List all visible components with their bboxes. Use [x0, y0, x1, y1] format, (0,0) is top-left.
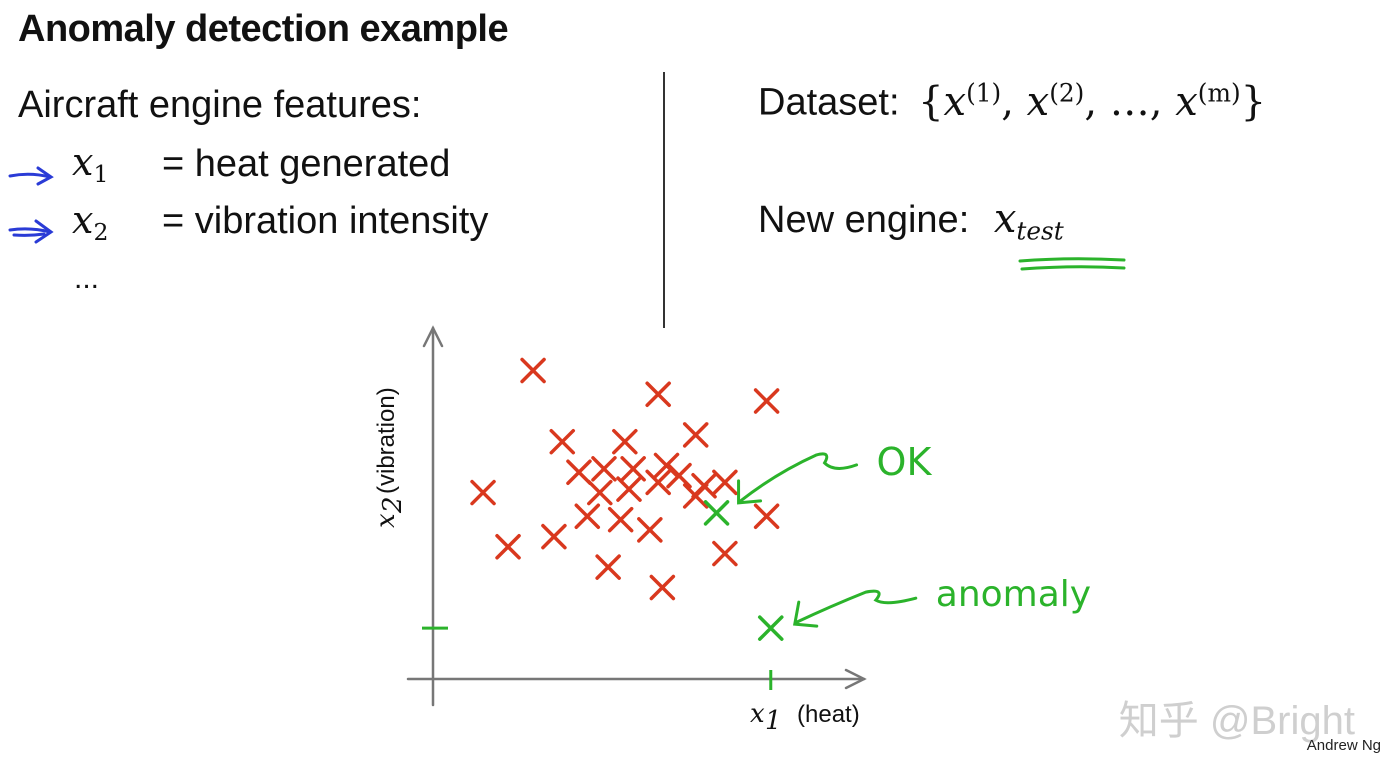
- dataset-term-2-sup: (2): [1049, 78, 1085, 107]
- data-point-normal: [753, 388, 780, 414]
- y-axis-label-text: (vibration): [373, 387, 400, 494]
- new-engine-line: New engine: xtest: [758, 196, 1064, 245]
- dataset-term-ellipsis: …: [1109, 78, 1150, 125]
- feature-2-var: x: [72, 198, 94, 242]
- data-point-normal: [753, 503, 780, 530]
- data-point-normal: [495, 534, 521, 560]
- data-point-normal: [470, 479, 496, 506]
- x-axis-label-var: x: [750, 699, 765, 729]
- data-point-normal: [645, 469, 671, 496]
- feature-item-1: x1: [72, 140, 108, 188]
- data-point-normal: [666, 462, 692, 489]
- y-axis-label-sub: 2: [378, 496, 408, 514]
- dataset-set: {x(1), x(2), …, x(m)}: [918, 78, 1267, 125]
- data-point-normal: [637, 517, 663, 543]
- dataset-close-brace: }: [1240, 78, 1267, 125]
- data-point-normal: [712, 469, 738, 496]
- data-point-normal: [595, 554, 621, 580]
- data-point-normal: [645, 381, 671, 407]
- annotation-anomaly-label: anomaly: [936, 574, 1091, 615]
- data-point-normal: [616, 476, 642, 502]
- data-point-normal: [541, 523, 567, 550]
- new-engine-x: x: [993, 196, 1017, 242]
- y-axis-arrowhead: [422, 325, 444, 348]
- dataset-term-1: x: [943, 78, 967, 125]
- chart-axes: [406, 325, 867, 707]
- feature-2-desc: = vibration intensity: [162, 200, 489, 242]
- data-point-test: [758, 615, 784, 641]
- author-credit: Andrew Ng: [1306, 737, 1381, 754]
- dataset-open-brace: {: [918, 78, 944, 125]
- features-ellipsis: ...: [74, 262, 100, 295]
- data-point-normal: [587, 479, 613, 506]
- dataset-term-m: x: [1175, 78, 1198, 125]
- annotation-arrow-anomaly: [793, 589, 918, 628]
- data-point-normal: [620, 456, 646, 482]
- dataset-line: Dataset: {x(1), x(2), …, x(m)}: [758, 78, 1266, 125]
- data-point-normal: [591, 456, 617, 482]
- data-point-normal: [649, 574, 676, 601]
- annotation-arrow-ok: [737, 452, 859, 505]
- new-engine-var: xtest: [993, 196, 1064, 246]
- dataset-term-2: x: [1026, 78, 1050, 125]
- data-point-normal: [566, 459, 592, 485]
- chart-marks: OK anomaly: [422, 357, 1091, 690]
- x-axis-arrowhead: [844, 668, 867, 690]
- data-point-normal: [520, 357, 546, 384]
- dataset-label: Dataset:: [758, 81, 900, 124]
- data-point-normal: [607, 506, 634, 533]
- new-engine-sub: test: [1016, 216, 1064, 246]
- x-axis-label-sub: 1: [765, 706, 782, 736]
- data-point-normal: [549, 428, 576, 455]
- data-point-test: [703, 500, 730, 526]
- data-point-normal: [682, 422, 709, 448]
- feature-1-desc: = heat generated: [162, 143, 451, 185]
- data-point-normal: [682, 483, 709, 509]
- xtest-underline: [1018, 257, 1126, 271]
- watermark: 知乎 @Bright: [1118, 699, 1355, 743]
- dataset-term-1-sup: (1): [966, 78, 1002, 107]
- blue-arrow-icon: [8, 219, 54, 244]
- x-axis-label-text: (heat): [797, 701, 860, 728]
- feature-1-sub: 1: [93, 160, 109, 189]
- data-point-normal: [574, 503, 601, 530]
- annotation-ok-label: OK: [877, 440, 933, 484]
- features-header: Aircraft engine features:: [18, 84, 422, 126]
- feature-1-var: x: [72, 140, 94, 184]
- data-point-normal: [612, 428, 638, 455]
- y-axis-label-var: x: [371, 513, 401, 528]
- feature-2-sub: 2: [93, 218, 109, 247]
- data-point-normal: [712, 540, 738, 567]
- column-divider: [663, 72, 665, 328]
- new-engine-label: New engine:: [758, 199, 970, 241]
- dataset-term-m-sup: (m): [1197, 78, 1241, 107]
- feature-item-2: x2: [72, 198, 108, 246]
- blue-arrow-icon: [8, 166, 54, 186]
- slide-title: Anomaly detection example: [18, 8, 509, 50]
